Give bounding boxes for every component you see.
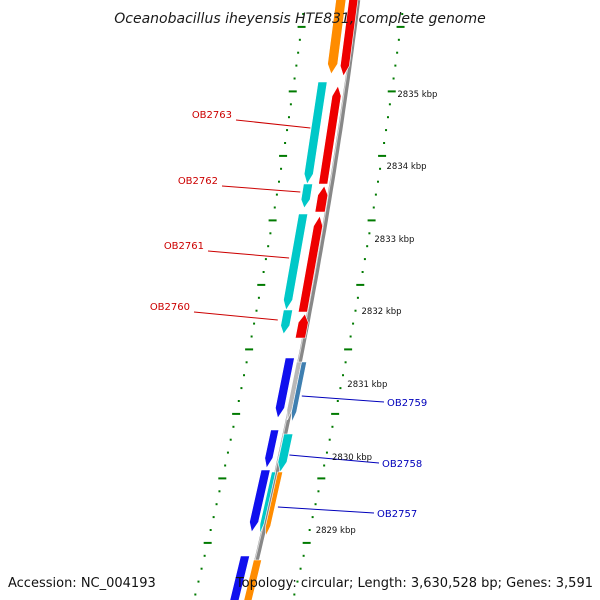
map-title: Oceanobacillus iheyensis HTE831, complet… [114, 11, 485, 27]
gene-feature [277, 433, 294, 473]
gene-label: OB2759 [387, 398, 427, 409]
scale-label: 2829 kbp [316, 526, 356, 536]
gene-leader-line [235, 119, 311, 129]
gene-feature [327, 0, 347, 75]
gene-feature [264, 429, 280, 469]
gene-label: OB2761 [164, 241, 204, 252]
gene-feature [318, 85, 342, 185]
gene-feature [339, 0, 359, 77]
gene-label: OB2758 [382, 459, 422, 470]
scale-label: 2835 kbp [397, 90, 437, 100]
scale-label: 2833 kbp [374, 235, 414, 245]
gene-feature [275, 357, 295, 419]
gene-features [229, 0, 359, 600]
gene-label: OB2763 [192, 110, 232, 121]
gene-feature [265, 471, 284, 537]
gene-feature [294, 313, 309, 339]
scale-label: 2834 kbp [387, 162, 427, 172]
right-tick-track [293, 13, 405, 596]
gene-feature [249, 469, 271, 533]
gene-label: OB2760 [150, 302, 190, 313]
gene-feature [229, 555, 250, 600]
gene-feature [297, 215, 323, 313]
gene-feature [243, 559, 262, 600]
gene-label: OB2757 [377, 509, 417, 520]
accession-text: Accession: NC_004193 [8, 576, 156, 591]
gene-feature [286, 361, 302, 421]
gene-feature [259, 471, 277, 535]
gene-feature [300, 183, 313, 209]
gene-feature [303, 81, 328, 185]
gene-leader-line [289, 454, 380, 464]
labels: 2835 kbp 2834 kbp 2833 kbp 2832 kbp 2831 kbp… [150, 90, 438, 536]
gene-leader-line [207, 250, 290, 259]
gene-leader-line [277, 506, 375, 514]
gene-leader-line [221, 185, 301, 193]
backbone-line [244, 0, 361, 600]
left-tick-track [194, 13, 306, 596]
gene-feature [291, 361, 307, 423]
gene-leader-line [193, 311, 278, 321]
gene-feature [283, 213, 309, 311]
label-leader-lines [193, 119, 385, 514]
scale-label: 2831 kbp [347, 380, 387, 390]
scale-label: 2832 kbp [362, 307, 402, 317]
gene-feature [280, 309, 293, 335]
gene-label: OB2762 [178, 176, 218, 187]
topology-text: Topology: circular; Length: 3,630,528 bp… [235, 576, 593, 591]
scale-label: 2830 kbp [332, 453, 372, 463]
gene-feature [314, 185, 329, 213]
gene-leader-line [301, 395, 385, 403]
